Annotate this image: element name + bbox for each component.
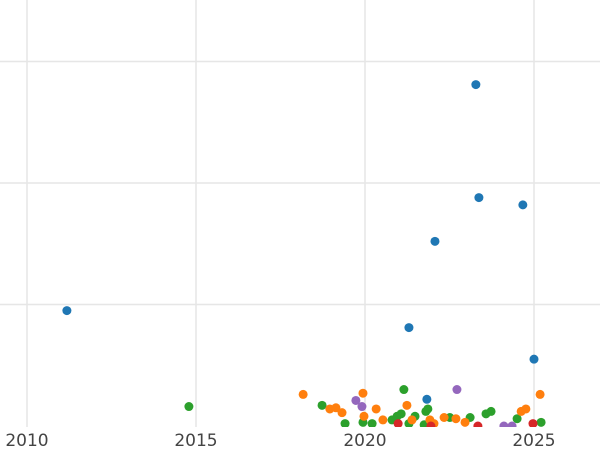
data-point xyxy=(439,412,449,422)
data-point xyxy=(460,417,470,427)
data-point xyxy=(317,400,327,410)
data-point xyxy=(451,414,461,424)
data-points xyxy=(62,80,546,427)
data-point xyxy=(331,403,341,413)
grid xyxy=(0,0,600,427)
data-point xyxy=(357,402,367,412)
data-point xyxy=(499,421,509,427)
data-point xyxy=(407,415,417,425)
x-tick-label: 2025 xyxy=(512,431,555,450)
data-point xyxy=(337,408,347,418)
x-tick-labels: 2010 2015 2020 2025 xyxy=(5,431,555,450)
data-point xyxy=(512,414,522,424)
data-point xyxy=(378,415,388,425)
data-point xyxy=(430,236,440,246)
x-tick-label: 2020 xyxy=(343,431,386,450)
data-point xyxy=(298,389,308,399)
data-point xyxy=(474,193,484,203)
data-point xyxy=(359,411,369,421)
data-point xyxy=(518,200,528,210)
data-point xyxy=(452,385,462,395)
data-point xyxy=(422,394,432,404)
data-point xyxy=(184,402,194,412)
data-point xyxy=(528,419,538,427)
data-point xyxy=(536,417,546,427)
data-point xyxy=(404,323,414,333)
data-point xyxy=(358,388,368,398)
data-point xyxy=(340,419,350,427)
data-point xyxy=(402,400,412,410)
data-point xyxy=(535,389,545,399)
data-point xyxy=(471,80,481,90)
data-point xyxy=(396,409,406,419)
data-point xyxy=(486,406,496,416)
data-point xyxy=(399,385,409,395)
data-point xyxy=(367,419,377,427)
data-point xyxy=(473,421,483,427)
data-point xyxy=(371,404,381,414)
data-point xyxy=(62,306,72,316)
data-point xyxy=(351,395,361,405)
data-point xyxy=(521,404,531,414)
data-point xyxy=(393,419,403,427)
data-point xyxy=(426,421,436,427)
x-tick-label: 2010 xyxy=(5,431,48,450)
x-tick-label: 2015 xyxy=(174,431,217,450)
data-point xyxy=(507,421,517,427)
data-point xyxy=(423,404,433,414)
data-point xyxy=(529,354,539,364)
